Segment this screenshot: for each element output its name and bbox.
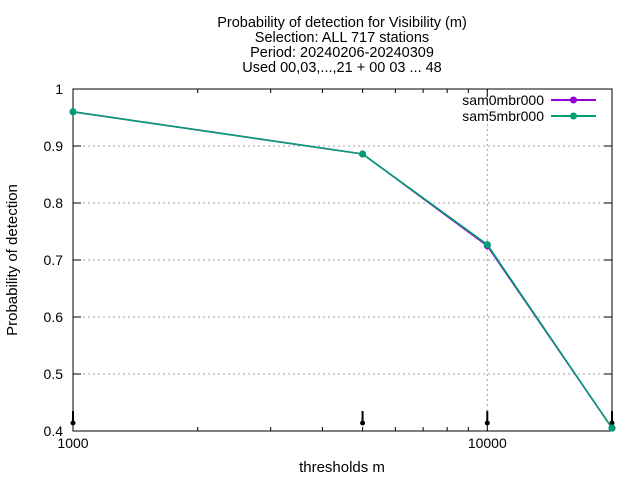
x-tick-label: 10000 <box>468 435 507 451</box>
y-tick-label: 0.5 <box>44 366 64 382</box>
data-point <box>359 150 367 158</box>
x-axis-label: thresholds m <box>299 459 385 476</box>
grid-lines <box>73 89 612 431</box>
legend-marker <box>570 112 577 120</box>
count-marker-head <box>609 420 615 426</box>
y-axis-label: Probability of detection <box>4 184 21 336</box>
data-point <box>483 241 491 249</box>
legend-marker <box>570 96 577 104</box>
count-marker-head <box>484 420 490 426</box>
chart-title: Probability of detection for Visibility … <box>217 15 467 76</box>
x-tick-label: 1000 <box>57 435 88 451</box>
title-line-2: Selection: ALL 717 stations <box>255 30 429 46</box>
data-point <box>69 108 77 116</box>
axis-ticks: 0.4 0.5 0.6 0.7 0.8 0.9 1 1000 10000 <box>44 81 613 451</box>
count-marker-head <box>360 420 366 426</box>
y-tick-label: 0.9 <box>44 138 64 154</box>
count-marker-head <box>70 420 76 426</box>
data-point <box>608 424 616 432</box>
series-line <box>72 111 613 429</box>
y-tick-label: 0.8 <box>44 195 64 211</box>
y-tick-label: 0.7 <box>44 252 64 268</box>
title-line-1: Probability of detection for Visibility … <box>217 15 467 31</box>
series-line <box>72 111 613 429</box>
count-markers <box>70 411 615 426</box>
legend-label: sam5mbr000 <box>462 108 544 124</box>
legend-label: sam0mbr000 <box>462 92 544 108</box>
title-line-4: Used 00,03,...,21 + 00 03 ... 48 <box>242 60 442 76</box>
y-tick-label: 1 <box>55 81 63 97</box>
y-tick-label: 0.6 <box>44 309 64 325</box>
data-series <box>69 108 616 432</box>
title-line-3: Period: 20240206-20240309 <box>250 45 434 61</box>
y-tick-label: 0.4 <box>44 423 64 439</box>
